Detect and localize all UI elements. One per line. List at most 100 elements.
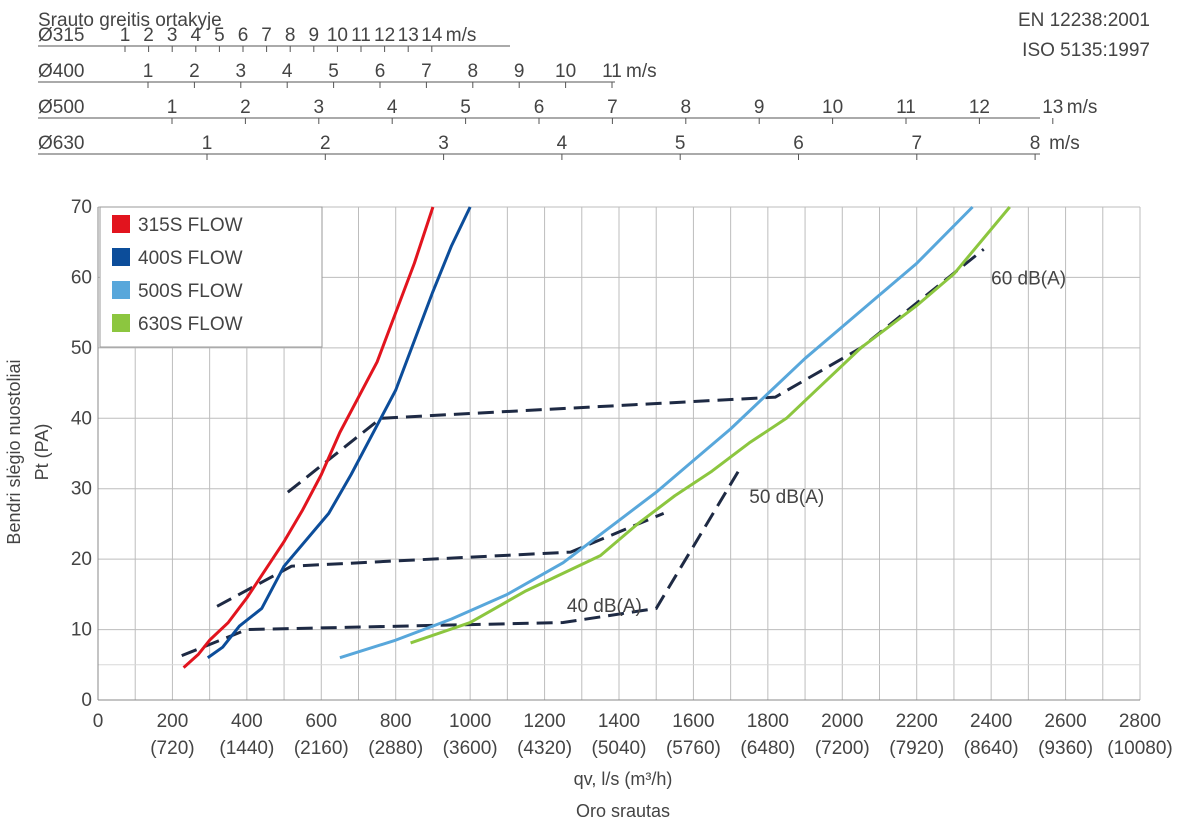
velocity-tick-label: 12 xyxy=(374,25,395,46)
legend-swatch xyxy=(112,248,130,266)
velocity-tick-label: 10 xyxy=(822,97,843,118)
velocity-tick-label: 2 xyxy=(320,133,331,154)
series-line xyxy=(339,205,974,660)
velocity-tick-label: 4 xyxy=(387,97,398,118)
x-tick-sublabel: (2880) xyxy=(368,738,423,759)
velocity-tick-label: 13 xyxy=(1042,97,1063,118)
y-tick-label: 70 xyxy=(71,197,92,218)
velocity-scale-label: Ø400 xyxy=(38,61,84,82)
velocity-tick-label: 7 xyxy=(912,133,923,154)
x-tick-sublabel: (8640) xyxy=(964,738,1019,759)
x-tick-label: 1800 xyxy=(747,711,789,732)
velocity-tick-label: 8 xyxy=(681,97,692,118)
x-tick-label: 2000 xyxy=(821,711,863,732)
x-tick-label: 400 xyxy=(231,711,263,732)
series-line xyxy=(206,206,472,659)
velocity-tick-label: 9 xyxy=(754,97,765,118)
velocity-tick-label: 2 xyxy=(189,61,200,82)
velocity-tick-label: 7 xyxy=(421,61,432,82)
y-axis-label-2: Pt (PA) xyxy=(32,424,52,481)
standard-label-2: ISO 5135:1997 xyxy=(1022,40,1150,61)
legend-label: 500S FLOW xyxy=(138,281,243,302)
y-axis-label: Bendri slėgio nuostoliai xyxy=(4,359,24,544)
legend-label: 400S FLOW xyxy=(138,248,243,269)
y-tick-label: 50 xyxy=(71,338,92,359)
velocity-tick-label: 11 xyxy=(896,97,916,118)
velocity-tick-label: 2 xyxy=(143,25,154,46)
velocity-tick-label: 11 xyxy=(351,25,371,46)
velocity-unit-label: m/s xyxy=(626,61,657,82)
x-tick-label: 2400 xyxy=(970,711,1012,732)
noise-lines xyxy=(181,248,985,658)
velocity-tick-label: 10 xyxy=(327,25,348,46)
legend-swatch xyxy=(112,314,130,332)
y-tick-label: 10 xyxy=(71,620,92,641)
annotations: 40 dB(A) 50 dB(A) 60 dB(A) xyxy=(567,268,1066,616)
x-tick-sublabel: (7920) xyxy=(889,738,944,759)
series-line xyxy=(182,206,435,669)
annotation-label: 50 dB(A) xyxy=(749,487,824,508)
x-tick-label: 2600 xyxy=(1044,711,1086,732)
x-tick-label: 2800 xyxy=(1119,711,1161,732)
velocity-tick-label: 8 xyxy=(468,61,479,82)
x-tick-label: 600 xyxy=(305,711,337,732)
series-lines xyxy=(182,205,1011,669)
x-tick-sublabel: (2160) xyxy=(294,738,349,759)
legend-swatch xyxy=(112,281,130,299)
velocity-tick-label: 3 xyxy=(236,61,247,82)
velocity-tick-label: 14 xyxy=(421,25,443,46)
noise-line xyxy=(216,511,665,608)
velocity-tick-label: 3 xyxy=(167,25,178,46)
velocity-tick-label: 6 xyxy=(534,97,545,118)
x-tick-sublabel: (5040) xyxy=(592,738,647,759)
legend-label: 315S FLOW xyxy=(138,215,243,236)
grid xyxy=(98,206,1141,700)
y-tick-label: 20 xyxy=(71,549,92,570)
y-tick-label: 60 xyxy=(71,267,92,288)
velocity-tick-label: 7 xyxy=(261,25,272,46)
velocity-tick-label: 10 xyxy=(555,61,576,82)
velocity-title: Srauto greitis ortakyje xyxy=(38,10,222,31)
velocity-tick-label: 3 xyxy=(314,97,325,118)
standard-label-1: EN 12238:2001 xyxy=(1018,10,1150,31)
velocity-tick-label: 2 xyxy=(240,97,251,118)
x-tick-sublabel: (9360) xyxy=(1038,738,1093,759)
axes: 0 10 20 30 40 50 60 70 0 200 (720) 400 (1440) 600 (216… xyxy=(71,197,1173,759)
velocity-tick-label: 1 xyxy=(167,97,178,118)
velocity-tick-label: 13 xyxy=(398,25,419,46)
x-tick-label: 200 xyxy=(157,711,189,732)
velocity-scale-label: Ø630 xyxy=(38,133,84,154)
velocity-tick-label: 12 xyxy=(969,97,990,118)
x-tick-label: 1600 xyxy=(672,711,714,732)
x-tick-label: 800 xyxy=(380,711,412,732)
x-axis-label: qv, l/s (m³/h) xyxy=(574,769,673,789)
series-line xyxy=(410,206,1011,645)
annotation-label: 40 dB(A) xyxy=(567,596,642,617)
x-tick-label: 1400 xyxy=(598,711,640,732)
velocity-tick-label: 9 xyxy=(514,61,525,82)
velocity-tick-label: 1 xyxy=(202,133,213,154)
x-tick-sublabel: (1440) xyxy=(219,738,274,759)
legend-box xyxy=(99,206,323,348)
velocity-tick-label: 8 xyxy=(1030,133,1041,154)
noise-line xyxy=(181,464,744,658)
x-tick-sublabel: (7200) xyxy=(815,738,870,759)
velocity-tick-label: 5 xyxy=(214,25,225,46)
legend-swatch xyxy=(112,215,130,233)
velocity-tick-label: 6 xyxy=(238,25,249,46)
velocity-tick-label: 4 xyxy=(282,61,293,82)
x-tick-label: 1200 xyxy=(523,711,565,732)
x-tick-sublabel: (10080) xyxy=(1107,738,1173,759)
velocity-unit-label: m/s xyxy=(446,25,477,46)
velocity-scale-label: Ø500 xyxy=(38,97,84,118)
velocity-tick-label: 1 xyxy=(120,25,131,46)
velocity-tick-label: 7 xyxy=(607,97,618,118)
velocity-tick-label: 1 xyxy=(143,61,154,82)
y-tick-label: 30 xyxy=(71,479,92,500)
velocity-tick-label: 11 xyxy=(602,61,622,82)
x-tick-label: 1000 xyxy=(449,711,491,732)
noise-line xyxy=(286,248,985,494)
annotation-label: 60 dB(A) xyxy=(991,268,1066,289)
